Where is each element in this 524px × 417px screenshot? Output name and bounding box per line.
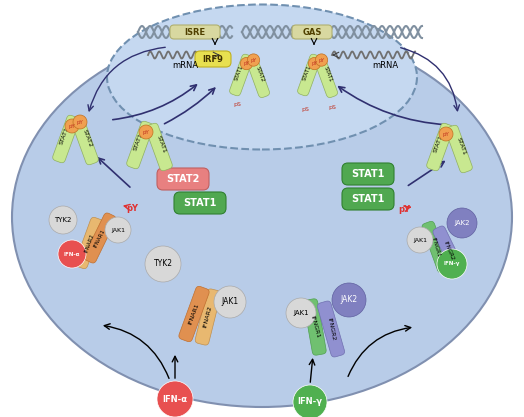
Circle shape [437, 249, 467, 279]
Circle shape [73, 115, 87, 129]
Text: JAK1: JAK1 [413, 238, 427, 243]
Text: IFNGR2: IFNGR2 [326, 317, 336, 341]
Text: ISRE: ISRE [184, 28, 205, 37]
Text: pS: pS [328, 105, 336, 110]
Text: TYK2: TYK2 [54, 217, 72, 223]
Text: IFN-γ: IFN-γ [298, 397, 322, 407]
FancyBboxPatch shape [422, 221, 450, 273]
Text: IFNGR1: IFNGR1 [431, 236, 441, 257]
Circle shape [293, 385, 327, 417]
Text: JAK2: JAK2 [454, 220, 470, 226]
Circle shape [286, 298, 316, 328]
Text: STAT1: STAT1 [183, 198, 217, 208]
FancyBboxPatch shape [146, 123, 172, 171]
Text: STAT1: STAT1 [59, 126, 70, 146]
Text: IFNAR1: IFNAR1 [188, 302, 200, 326]
Text: TYK2: TYK2 [154, 259, 172, 269]
FancyBboxPatch shape [157, 168, 209, 190]
FancyBboxPatch shape [304, 299, 326, 355]
Text: IRF9: IRF9 [203, 55, 223, 63]
Text: IFN-α: IFN-α [162, 394, 188, 404]
Text: STAT1: STAT1 [455, 136, 466, 156]
Text: IFN-γ: IFN-γ [444, 261, 460, 266]
Text: IFNGR2: IFNGR2 [443, 241, 455, 261]
FancyBboxPatch shape [446, 125, 472, 173]
FancyBboxPatch shape [292, 25, 332, 39]
FancyBboxPatch shape [53, 115, 79, 163]
FancyBboxPatch shape [75, 217, 103, 269]
Text: IFN-α: IFN-α [64, 251, 80, 256]
Text: pY: pY [77, 120, 83, 125]
Circle shape [65, 119, 79, 133]
Circle shape [214, 286, 246, 318]
FancyBboxPatch shape [298, 54, 321, 96]
FancyBboxPatch shape [127, 121, 154, 169]
Text: STAT2: STAT2 [255, 65, 265, 83]
Text: STAT1: STAT1 [133, 132, 144, 152]
Text: STAT1: STAT1 [351, 169, 385, 179]
Text: JAK1: JAK1 [111, 228, 125, 233]
Text: STAT1: STAT1 [302, 64, 313, 81]
Text: pY: pY [443, 131, 450, 136]
Text: mRNA: mRNA [372, 60, 398, 70]
FancyBboxPatch shape [246, 56, 269, 98]
FancyBboxPatch shape [433, 226, 465, 276]
Text: IFNAR1: IFNAR1 [93, 228, 106, 248]
Circle shape [308, 58, 321, 70]
Circle shape [439, 127, 453, 141]
FancyBboxPatch shape [342, 163, 394, 185]
Text: GAS: GAS [302, 28, 322, 37]
Text: pY: pY [311, 61, 318, 66]
FancyBboxPatch shape [72, 117, 99, 165]
Text: JAK1: JAK1 [222, 297, 238, 306]
Text: pY: pY [244, 61, 249, 66]
Text: pS: pS [301, 106, 309, 111]
Circle shape [105, 217, 131, 243]
Text: IFNAR2: IFNAR2 [203, 305, 213, 329]
FancyBboxPatch shape [342, 188, 394, 210]
Text: pY: pY [250, 58, 257, 63]
Circle shape [315, 54, 328, 66]
Circle shape [157, 381, 193, 417]
Ellipse shape [12, 27, 512, 407]
Text: STAT1: STAT1 [432, 134, 443, 154]
FancyBboxPatch shape [174, 192, 226, 214]
Text: IFNGR1: IFNGR1 [310, 315, 320, 339]
FancyBboxPatch shape [195, 289, 221, 345]
FancyBboxPatch shape [318, 301, 345, 357]
Text: STAT1: STAT1 [322, 65, 333, 83]
Text: mRNA: mRNA [172, 60, 198, 70]
Text: pS: pS [233, 101, 241, 106]
Text: STAT2: STAT2 [81, 128, 93, 148]
FancyBboxPatch shape [427, 123, 453, 171]
Text: pY: pY [398, 204, 410, 214]
Text: pY: pY [143, 130, 149, 135]
Circle shape [145, 246, 181, 282]
Text: STAT1: STAT1 [351, 194, 385, 204]
Text: STAT2: STAT2 [166, 174, 200, 184]
Text: IFNAR2: IFNAR2 [83, 233, 95, 253]
Ellipse shape [107, 5, 417, 150]
Circle shape [332, 283, 366, 317]
FancyBboxPatch shape [84, 213, 116, 263]
Circle shape [247, 54, 260, 66]
Text: pY: pY [126, 203, 138, 213]
Circle shape [447, 208, 477, 238]
FancyBboxPatch shape [195, 51, 231, 67]
FancyBboxPatch shape [230, 54, 253, 96]
Circle shape [58, 240, 86, 268]
Text: STAT1: STAT1 [156, 134, 167, 154]
Text: JAK1: JAK1 [293, 310, 309, 316]
Text: pY: pY [69, 123, 75, 128]
FancyBboxPatch shape [170, 25, 220, 39]
Circle shape [139, 125, 153, 139]
FancyBboxPatch shape [179, 286, 209, 342]
FancyBboxPatch shape [314, 56, 337, 98]
Circle shape [407, 227, 433, 253]
Circle shape [241, 58, 253, 70]
Text: pY: pY [319, 58, 324, 63]
Text: JAK2: JAK2 [341, 296, 357, 304]
Circle shape [49, 206, 77, 234]
Text: STAT1: STAT1 [234, 64, 245, 81]
